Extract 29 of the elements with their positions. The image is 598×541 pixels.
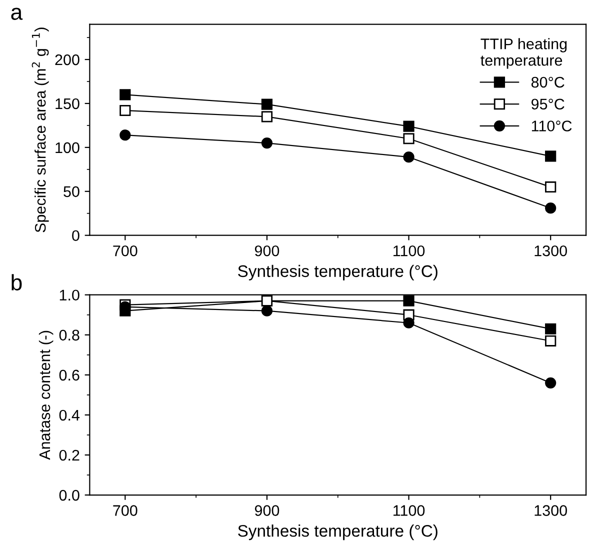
x-tick-label: 1100 — [394, 245, 425, 256]
legend-label: 110°C — [532, 120, 572, 132]
x-tick-label: 900 — [254, 245, 280, 256]
x-tick-label: 700 — [113, 245, 138, 256]
y-tick-label: 0.8 — [59, 330, 80, 341]
text: a — [11, 8, 23, 20]
legend-title: TTIP heating temperature — [480, 38, 567, 69]
text: b — [12, 274, 22, 290]
x-axis-title: Synthesis temperature (°C) — [238, 524, 438, 540]
y-tick-label: 150 — [56, 98, 80, 110]
y-axis-title: Specific surface area (m$^{2}$ g$^{−1}$) — [32, 28, 49, 232]
x-tick-label: 900 — [254, 505, 280, 516]
y-tick-label: 1.0 — [60, 290, 80, 301]
y-tick-label: 50 — [64, 186, 80, 198]
y-tick-label: 200 — [55, 54, 80, 66]
y-tick-label: 0.0 — [59, 490, 80, 501]
y-tick-label: 0 — [72, 230, 80, 242]
legend-label: 80°C — [531, 76, 564, 88]
x-tick-label: 1300 — [534, 505, 567, 516]
y-tick-label: 0.4 — [59, 410, 80, 421]
y-tick-label: 0.6 — [59, 370, 80, 381]
y-tick-label: 100 — [56, 142, 80, 154]
x-tick-label: 1100 — [394, 505, 425, 516]
x-tick-label: 1300 — [534, 245, 567, 256]
x-tick-label: 700 — [113, 505, 138, 516]
y-axis-title: Anatase content (-) — [38, 330, 54, 460]
legend-label: 95°C — [532, 98, 564, 110]
y-tick-label: 0.2 — [59, 450, 80, 461]
x-axis-title: Synthesis temperature (°C) — [238, 264, 438, 280]
